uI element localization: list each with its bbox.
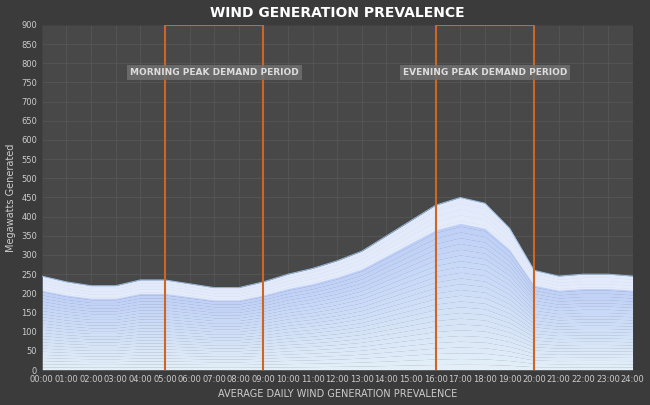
X-axis label: AVERAGE DAILY WIND GENERATION PREVALENCE: AVERAGE DAILY WIND GENERATION PREVALENCE	[218, 390, 457, 399]
Text: MORNING PEAK DEMAND PERIOD: MORNING PEAK DEMAND PERIOD	[130, 68, 298, 77]
Y-axis label: Megawatts Generated: Megawatts Generated	[6, 143, 16, 252]
Text: EVENING PEAK DEMAND PERIOD: EVENING PEAK DEMAND PERIOD	[403, 68, 567, 77]
Title: WIND GENERATION PREVALENCE: WIND GENERATION PREVALENCE	[210, 6, 465, 19]
